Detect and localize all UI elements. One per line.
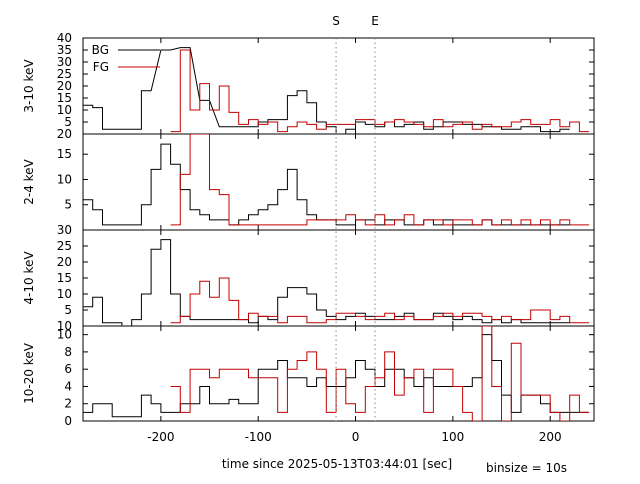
y-tick-label: 20	[57, 255, 72, 269]
panel-4: 0 2 4 6 8 10 10-20 keV	[22, 325, 595, 428]
panel-frame	[82, 37, 595, 135]
panel-frame	[82, 133, 595, 231]
marker-label-s: S	[332, 14, 340, 28]
x-tick-label: -200	[147, 430, 174, 444]
x-tick-label: 0	[352, 430, 360, 444]
y-tick-label: 40	[57, 31, 72, 45]
series-bg-line	[83, 143, 570, 226]
legend-label-fg: FG	[93, 60, 109, 74]
legend: BG FG	[92, 43, 160, 74]
y-tick-label: 10	[57, 328, 72, 342]
y-tick-label: 8	[64, 345, 72, 359]
y-axis-label: 10-20 keV	[22, 342, 36, 404]
y-axis-label: 3-10 keV	[22, 59, 36, 113]
y-tick-label: 25	[57, 239, 72, 253]
x-tick-label: -100	[245, 430, 272, 444]
x-tick-label: 100	[441, 430, 464, 444]
y-tick-label: 20	[57, 79, 72, 93]
y-tick-label: 2	[64, 397, 72, 411]
series-fg-line	[170, 49, 590, 133]
x-tick-label: 200	[539, 430, 562, 444]
panel-bottom-label: 30	[57, 223, 72, 237]
y-tick-label: 25	[57, 67, 72, 81]
series-bg-line	[83, 239, 570, 326]
y-tick-label: 10	[57, 172, 72, 186]
panel-bottom-label: 10	[57, 319, 72, 333]
marker-label-e: E	[371, 14, 379, 28]
x-axis: -200 -100 0 100 200	[147, 430, 561, 444]
series-fg-line	[170, 277, 590, 324]
y-tick-label: 35	[57, 43, 72, 57]
x-axis-label: time since 2025-05-13T03:44:01 [sec]	[222, 457, 452, 471]
y-axis-label: 4-10 keV	[22, 251, 36, 305]
y-tick-label: 0	[64, 414, 72, 428]
series-bg-line	[83, 47, 570, 134]
panel-2: 5 10 15 30 2-4 keV	[22, 133, 595, 237]
y-tick-label: 30	[57, 55, 72, 69]
panel-frame	[82, 325, 595, 422]
y-tick-label: 5	[64, 198, 72, 212]
y-tick-label: 4	[64, 379, 72, 393]
y-tick-label: 15	[57, 271, 72, 285]
panel-frame	[82, 229, 595, 327]
series-fg-line	[170, 326, 590, 421]
y-tick-label: 15	[57, 147, 72, 161]
series-bg-line	[83, 334, 590, 418]
y-tick-label: 15	[57, 91, 72, 105]
y-tick-label: 5	[64, 303, 72, 317]
panel-bottom-label: 20	[57, 127, 72, 141]
y-tick-label: 10	[57, 287, 72, 301]
binsize-label: binsize = 10s	[486, 461, 567, 475]
legend-label-bg: BG	[92, 43, 109, 57]
y-tick-label: 10	[57, 103, 72, 117]
series-fg-line	[170, 134, 590, 226]
y-tick-label: 5	[64, 115, 72, 129]
panel-3: 5 10 15 20 25 10 4-10 keV	[22, 229, 595, 333]
y-axis-label: 2-4 keV	[22, 158, 36, 204]
y-tick-label: 6	[64, 362, 72, 376]
